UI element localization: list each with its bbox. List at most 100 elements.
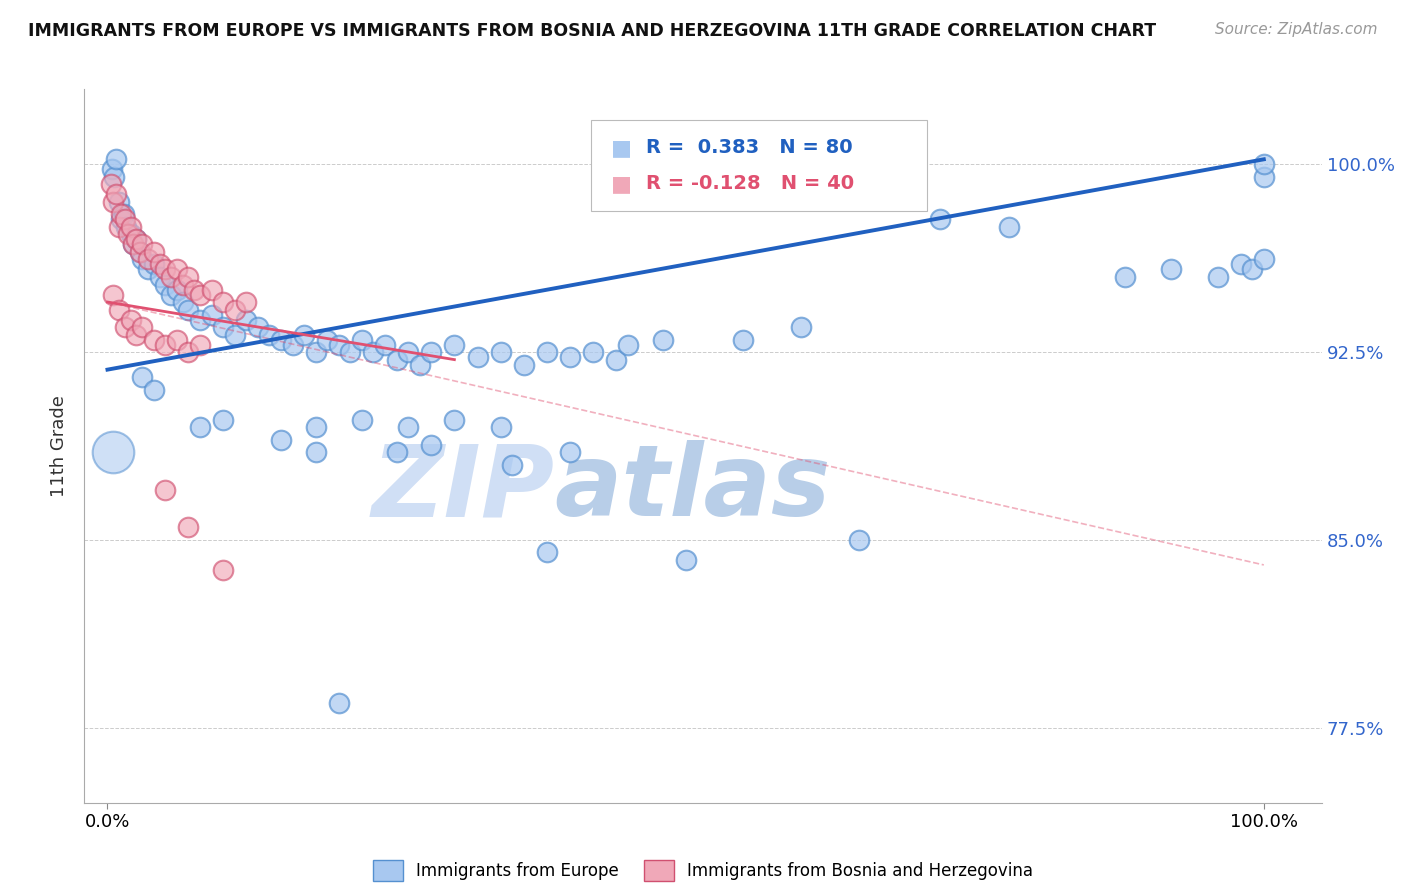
Point bbox=[328, 696, 350, 710]
Point bbox=[104, 153, 127, 167]
Point bbox=[385, 445, 408, 459]
Point bbox=[270, 433, 292, 447]
Point bbox=[396, 420, 419, 434]
Point bbox=[212, 295, 235, 310]
Point bbox=[131, 252, 153, 267]
Point bbox=[177, 520, 200, 534]
Point bbox=[489, 345, 512, 359]
Point bbox=[117, 227, 139, 242]
Point bbox=[467, 350, 489, 364]
Y-axis label: 11th Grade: 11th Grade bbox=[51, 395, 69, 497]
Point bbox=[420, 345, 443, 359]
Point bbox=[114, 212, 136, 227]
Point bbox=[617, 337, 640, 351]
Point bbox=[177, 302, 200, 317]
Point bbox=[155, 277, 177, 292]
Point bbox=[104, 187, 127, 202]
Point bbox=[131, 320, 153, 334]
Point bbox=[420, 438, 443, 452]
Point bbox=[136, 262, 159, 277]
Point bbox=[1229, 257, 1251, 271]
Point bbox=[212, 320, 235, 334]
Point bbox=[235, 295, 257, 310]
Point bbox=[396, 345, 419, 359]
Point bbox=[651, 333, 673, 347]
Point bbox=[489, 420, 512, 434]
Point bbox=[733, 333, 755, 347]
Point bbox=[103, 169, 125, 184]
Point bbox=[188, 287, 211, 301]
Point bbox=[224, 327, 246, 342]
Point bbox=[536, 345, 558, 359]
Point bbox=[188, 312, 211, 326]
Point bbox=[114, 320, 136, 334]
Point bbox=[172, 277, 194, 292]
Point bbox=[120, 219, 142, 234]
Point bbox=[363, 345, 385, 359]
Point bbox=[929, 212, 952, 227]
Point bbox=[235, 312, 257, 326]
Point bbox=[374, 337, 396, 351]
Point bbox=[605, 352, 627, 367]
Point bbox=[160, 287, 183, 301]
Point bbox=[513, 358, 536, 372]
Point bbox=[536, 545, 558, 559]
Point bbox=[122, 237, 145, 252]
Text: ■: ■ bbox=[610, 174, 631, 194]
Point bbox=[125, 327, 148, 342]
Point bbox=[1253, 157, 1275, 171]
Point bbox=[304, 445, 326, 459]
Point bbox=[339, 345, 361, 359]
Point bbox=[125, 232, 148, 246]
Point bbox=[125, 232, 148, 246]
Point bbox=[270, 333, 292, 347]
Legend: Immigrants from Europe, Immigrants from Bosnia and Herzegovina: Immigrants from Europe, Immigrants from … bbox=[366, 854, 1040, 888]
Point bbox=[108, 302, 131, 317]
Point bbox=[1253, 252, 1275, 267]
Point bbox=[200, 283, 222, 297]
Point bbox=[103, 194, 125, 209]
Point bbox=[128, 244, 150, 259]
Point bbox=[212, 563, 235, 577]
Text: R = -0.128   N = 40: R = -0.128 N = 40 bbox=[647, 175, 855, 194]
Point bbox=[115, 219, 138, 234]
Point bbox=[183, 283, 205, 297]
Point bbox=[112, 207, 135, 221]
Point bbox=[101, 162, 124, 177]
Point bbox=[848, 533, 870, 547]
Point bbox=[148, 257, 170, 271]
Point bbox=[166, 333, 188, 347]
Point bbox=[1253, 169, 1275, 184]
Text: Source: ZipAtlas.com: Source: ZipAtlas.com bbox=[1215, 22, 1378, 37]
Point bbox=[122, 237, 145, 252]
Point bbox=[558, 350, 581, 364]
Point bbox=[328, 337, 350, 351]
Point bbox=[259, 327, 281, 342]
Point bbox=[350, 333, 373, 347]
Point bbox=[172, 295, 194, 310]
Point bbox=[160, 270, 183, 285]
Point bbox=[675, 553, 697, 567]
Point bbox=[131, 237, 153, 252]
Point bbox=[155, 483, 177, 497]
Point bbox=[1160, 262, 1182, 277]
Point bbox=[558, 445, 581, 459]
Point bbox=[212, 413, 235, 427]
Text: atlas: atlas bbox=[554, 441, 831, 537]
Point bbox=[1114, 270, 1136, 285]
Point bbox=[166, 283, 188, 297]
Point bbox=[790, 320, 813, 334]
Point bbox=[281, 337, 304, 351]
Point bbox=[188, 420, 211, 434]
Point bbox=[1241, 262, 1264, 277]
Point bbox=[155, 262, 177, 277]
Point bbox=[108, 194, 131, 209]
Text: R =  0.383   N = 80: R = 0.383 N = 80 bbox=[647, 138, 852, 157]
Text: ■: ■ bbox=[610, 138, 631, 158]
Point bbox=[177, 270, 200, 285]
Point bbox=[110, 207, 132, 221]
Point bbox=[385, 352, 408, 367]
Point bbox=[292, 327, 315, 342]
Point bbox=[304, 345, 326, 359]
Point bbox=[200, 308, 222, 322]
